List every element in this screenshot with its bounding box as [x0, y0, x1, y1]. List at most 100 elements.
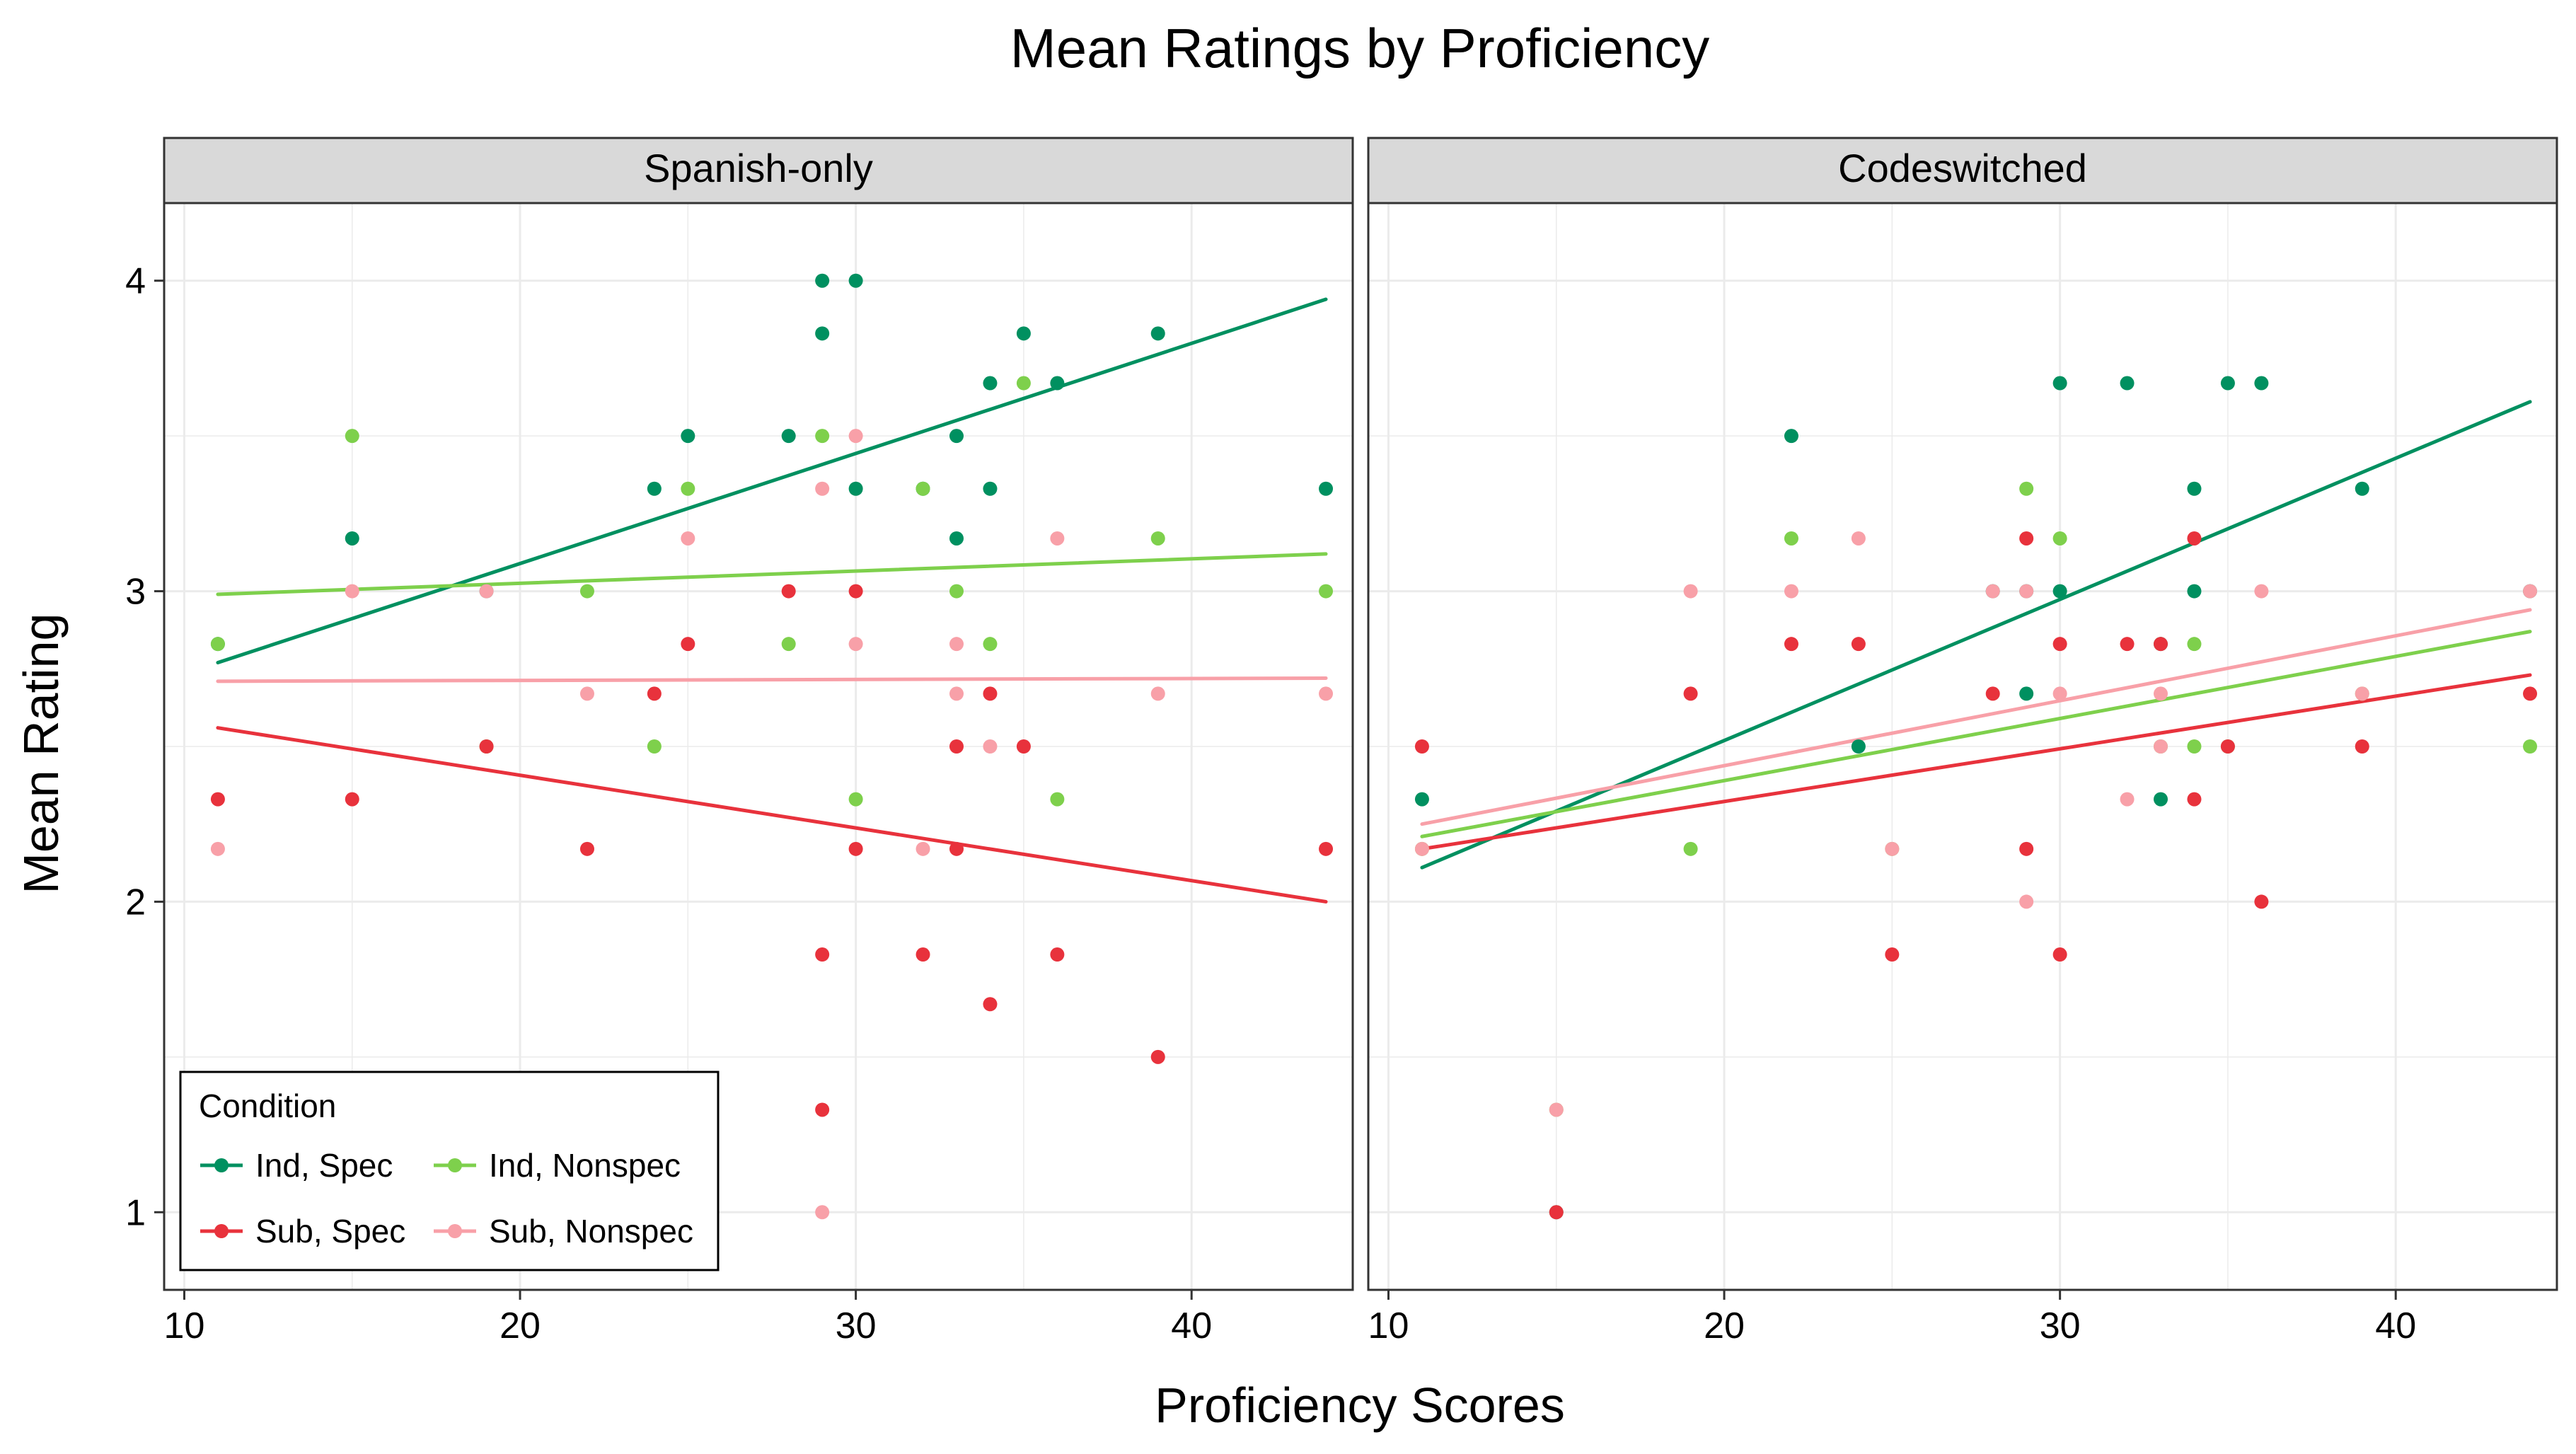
chart-title: Mean Ratings by Proficiency [1010, 17, 1709, 79]
point-ind-spec [781, 429, 796, 444]
point-ind-spec [983, 481, 998, 496]
point-ind-nonspec [2019, 481, 2034, 496]
point-sub-spec [2154, 637, 2168, 652]
legend-title: Condition [199, 1087, 336, 1124]
point-sub-spec [1885, 947, 1900, 962]
point-sub-spec [983, 997, 998, 1012]
point-ind-nonspec [2523, 739, 2538, 754]
data-points [1414, 376, 2538, 1220]
point-sub-nonspec [479, 584, 494, 599]
legend-key-point [214, 1158, 229, 1172]
point-sub-spec [1414, 739, 1429, 754]
point-ind-spec [2019, 686, 2034, 701]
point-ind-spec [983, 376, 998, 391]
legend-key-point [448, 1224, 462, 1238]
trend-line-sub-spec [1420, 673, 2532, 851]
y-tick-label: 2 [125, 882, 146, 923]
facet-strip-label: Spanish-only [644, 146, 873, 190]
point-ind-nonspec [2187, 739, 2202, 754]
point-sub-spec [916, 947, 930, 962]
point-sub-nonspec [1414, 841, 1429, 856]
point-ind-spec [2187, 481, 2202, 496]
point-sub-spec [2052, 947, 2067, 962]
point-ind-spec [1851, 739, 1866, 754]
facet-strip [1367, 137, 2558, 204]
facet-strip [163, 137, 1354, 204]
point-sub-spec [2220, 739, 2235, 754]
point-ind-spec [949, 429, 964, 444]
point-sub-nonspec [949, 686, 964, 701]
point-ind-spec [345, 531, 359, 546]
point-ind-spec [2052, 376, 2067, 391]
point-sub-nonspec [579, 686, 594, 701]
point-sub-spec [2052, 637, 2067, 652]
point-sub-spec [815, 947, 830, 962]
point-sub-spec [647, 686, 662, 701]
legend-label: Ind, Spec [255, 1147, 393, 1184]
trend-line-sub-nonspec [216, 676, 1328, 683]
x-axis-title: Proficiency Scores [1155, 1378, 1565, 1433]
x-tick-label: 40 [1171, 1305, 1212, 1346]
point-sub-nonspec [1549, 1102, 1564, 1117]
point-sub-spec [345, 792, 359, 807]
x-tick-label: 20 [1704, 1305, 1745, 1346]
point-ind-nonspec [345, 429, 359, 444]
point-sub-nonspec [983, 739, 998, 754]
point-ind-spec [2120, 376, 2135, 391]
point-sub-spec [1851, 637, 1866, 652]
point-sub-spec [579, 841, 594, 856]
trend-lines [1420, 400, 2532, 870]
point-ind-spec [1319, 481, 1334, 496]
point-sub-nonspec [2523, 584, 2538, 599]
point-ind-spec [2052, 584, 2067, 599]
y-tick-label: 4 [125, 261, 146, 302]
point-ind-nonspec [647, 739, 662, 754]
legend-key-point [448, 1158, 462, 1172]
x-tick-label: 40 [2375, 1305, 2416, 1346]
point-ind-nonspec [1784, 531, 1798, 546]
legend-label: Sub, Nonspec [489, 1213, 693, 1250]
point-ind-nonspec [815, 429, 830, 444]
x-tick-label: 30 [836, 1305, 877, 1346]
panel-codeswitched: Codeswitched 10 20 30 40 [1367, 137, 2558, 1346]
point-ind-nonspec [781, 637, 796, 652]
point-sub-nonspec [210, 841, 225, 856]
point-ind-nonspec [2052, 531, 2067, 546]
point-ind-spec [2154, 792, 2168, 807]
y-axis: 1 2 3 4 [125, 261, 164, 1233]
gridlines [164, 203, 1353, 1290]
y-tick-label: 1 [125, 1192, 146, 1233]
point-sub-nonspec [1050, 531, 1065, 546]
point-ind-spec [681, 429, 695, 444]
point-sub-spec [2120, 637, 2135, 652]
legend-label: Sub, Spec [255, 1213, 405, 1250]
point-ind-nonspec [2187, 637, 2202, 652]
point-sub-nonspec [2154, 739, 2168, 754]
legend-item-sub-nonspec: Sub, Nonspec [434, 1213, 693, 1250]
point-ind-nonspec [949, 584, 964, 599]
point-sub-spec [848, 584, 863, 599]
point-sub-nonspec [2019, 894, 2034, 909]
point-sub-spec [2523, 686, 2538, 701]
point-sub-nonspec [2154, 686, 2168, 701]
trend-line-sub-spec [216, 726, 1328, 904]
point-sub-spec [949, 841, 964, 856]
point-ind-spec [1150, 326, 1165, 341]
y-tick-label: 3 [125, 572, 146, 613]
trend-line-ind-nonspec [1420, 630, 2532, 838]
point-sub-nonspec [2052, 686, 2067, 701]
legend-item-sub-spec: Sub, Spec [200, 1213, 405, 1250]
point-sub-spec [210, 792, 225, 807]
point-ind-spec [815, 326, 830, 341]
point-sub-nonspec [1851, 531, 1866, 546]
point-sub-nonspec [848, 429, 863, 444]
legend-box [179, 1071, 720, 1271]
point-sub-spec [479, 739, 494, 754]
point-sub-nonspec [1319, 686, 1334, 701]
point-ind-spec [949, 531, 964, 546]
point-sub-spec [2019, 841, 2034, 856]
x-axis: 10 20 30 40 [164, 1290, 1212, 1346]
point-ind-nonspec [1150, 531, 1165, 546]
